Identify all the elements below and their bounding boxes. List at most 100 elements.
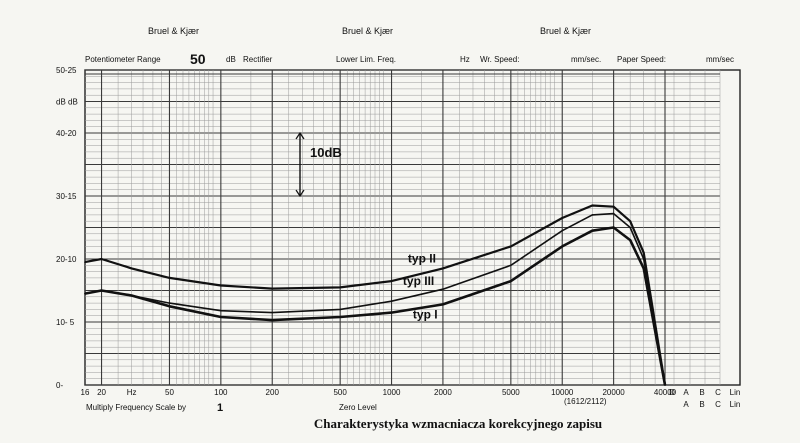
data-point — [629, 239, 631, 241]
data-point — [591, 214, 594, 216]
series-label: typ III — [403, 274, 434, 288]
data-point — [591, 204, 594, 207]
data-point — [612, 226, 615, 229]
weighting-label: B — [699, 400, 704, 409]
rectifier-label: Rectifier — [243, 55, 273, 64]
x-tick-label: 500 — [333, 388, 347, 397]
data-point — [591, 229, 594, 232]
part-number: (1612/2112) — [564, 397, 607, 406]
x-tick-label: 16 — [81, 388, 90, 397]
x-tick-label: 2000 — [434, 388, 452, 397]
series-label: typ II — [408, 251, 436, 265]
response-curves: typ II typ III typ I — [84, 204, 667, 386]
scale-bracket-arrow-up — [295, 131, 305, 140]
data-point — [612, 205, 615, 208]
data-point — [629, 220, 631, 222]
series-label: typ I — [413, 307, 438, 321]
y-tick-label: 20-10 — [56, 255, 77, 264]
header-brand-3: Bruel & Kjær — [540, 26, 591, 36]
series-line-typ-i — [84, 226, 667, 386]
data-point — [510, 245, 512, 248]
data-point — [220, 316, 222, 318]
y-tick-label: 10- 5 — [56, 318, 75, 327]
data-point — [84, 292, 86, 295]
zero-level-label: Zero Level — [339, 403, 377, 412]
data-point — [390, 300, 393, 303]
scale-annotation: 10dB — [310, 145, 342, 160]
data-point — [168, 305, 171, 308]
data-point — [612, 212, 615, 215]
chart-title: Charakterystyka wzmacniacza korekcyjnego… — [314, 416, 602, 431]
chart-labels: 50-25 dB dB 40-20 30-15 20-10 10- 5 0- 16 20 Hz 50… — [56, 66, 740, 409]
weighting-label: D — [669, 388, 675, 397]
data-point — [442, 288, 444, 291]
data-point — [339, 316, 341, 318]
data-point — [130, 294, 133, 297]
x-tick-label: 40000 — [654, 388, 677, 397]
lower-lim-label: Lower Lim. Freq. — [336, 55, 396, 64]
weighting-label: B — [699, 388, 704, 397]
lower-lim-unit: Hz — [460, 55, 470, 64]
paper-speed-label: Paper Speed: — [617, 55, 666, 64]
weighting-label: Lin — [730, 388, 741, 397]
data-point — [100, 289, 103, 292]
paper-speed-unit: mm/sec — [706, 55, 734, 64]
y-tick-label: 0- — [56, 381, 63, 390]
weighting-label: C — [715, 388, 721, 397]
weighting-label: C — [715, 400, 721, 409]
x-tick-label: 20000 — [602, 388, 625, 397]
potentiometer-unit: dB — [226, 55, 236, 64]
y-tick-label: dB dB — [56, 98, 78, 107]
data-point — [510, 264, 512, 267]
scale-bracket-arrow-down — [295, 189, 305, 198]
x-tick-label: Hz — [127, 388, 137, 397]
header-brand: Bruel & Kjær — [148, 26, 199, 36]
wr-speed-label: Wr. Speed: — [480, 55, 519, 64]
x-tick-label: 1000 — [383, 388, 401, 397]
potentiometer-label: Potentiometer Range — [85, 55, 161, 64]
x-tick-label: 20 — [97, 388, 106, 397]
data-point — [271, 319, 274, 321]
data-point — [642, 251, 645, 254]
data-point — [642, 258, 645, 260]
data-point — [100, 258, 103, 260]
data-point — [664, 384, 666, 386]
data-point — [561, 217, 564, 219]
data-point — [168, 277, 171, 279]
data-point — [220, 309, 222, 312]
weighting-label: Lin — [730, 400, 741, 409]
y-tick-label: 40-20 — [56, 129, 77, 138]
data-point — [642, 267, 645, 270]
wr-speed-unit: mm/sec. — [571, 55, 601, 64]
data-point — [629, 226, 631, 229]
weighting-label: A — [683, 388, 689, 397]
data-point — [390, 280, 393, 282]
data-point — [271, 287, 274, 290]
data-point — [271, 311, 274, 314]
x-tick-label: 50 — [165, 388, 174, 397]
data-point — [390, 311, 393, 314]
x-tick-label: 100 — [214, 388, 228, 397]
data-point — [130, 267, 133, 270]
data-point — [220, 284, 222, 287]
x-tick-label: 200 — [266, 388, 280, 397]
data-point — [168, 302, 171, 304]
series-line-typ-ii — [84, 204, 667, 386]
header-brand-2: Bruel & Kjær — [342, 26, 393, 36]
data-point — [442, 267, 444, 270]
data-point — [339, 286, 341, 289]
frequency-scale-value: 1 — [217, 402, 223, 414]
data-point — [510, 280, 512, 282]
data-point — [84, 261, 86, 263]
data-point — [339, 308, 341, 311]
data-point — [561, 245, 564, 248]
data-point — [442, 303, 444, 306]
potentiometer-value: 50 — [190, 51, 206, 67]
weighting-label: A — [683, 400, 689, 409]
y-tick-label: 50-25 — [56, 66, 77, 75]
y-tick-label: 30-15 — [56, 192, 77, 201]
frequency-scale-label: Multiply Frequency Scale by — [86, 403, 186, 412]
series-line-typ-iii — [84, 212, 666, 386]
